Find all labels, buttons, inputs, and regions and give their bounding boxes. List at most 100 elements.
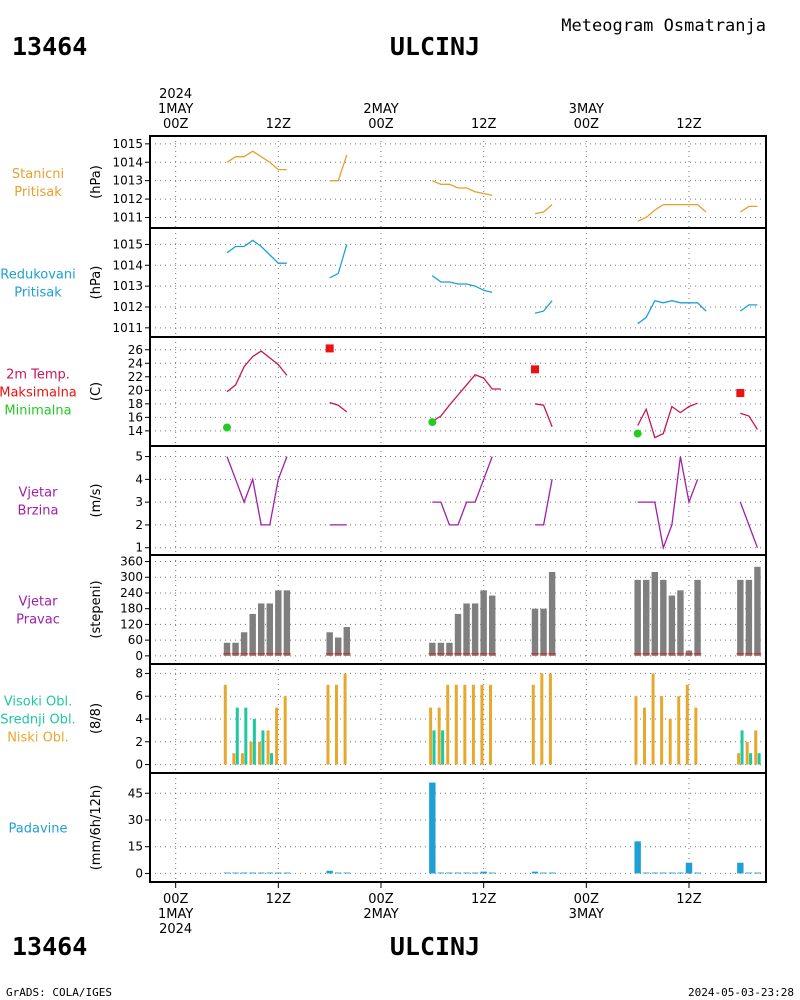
y-tick-label: 1015 <box>112 137 143 151</box>
y-tick-label: 2 <box>135 735 143 749</box>
clouds-bar <box>441 730 445 765</box>
station-pressure-line-segment <box>226 150 287 171</box>
clouds-bar <box>651 673 655 765</box>
panel-unit-label: (mm/6h/12h) <box>89 785 104 871</box>
station-pressure-line-segment <box>739 205 758 213</box>
clouds-bar <box>269 753 273 765</box>
top-time-label: 1MAY <box>158 102 193 117</box>
station-pressure-line-segment <box>432 180 493 197</box>
y-tick-label: 240 <box>120 586 143 600</box>
panel-frame <box>149 445 767 556</box>
panel-frame <box>149 227 767 338</box>
min-temp-marker <box>633 429 642 438</box>
y-tick-label: 24 <box>128 356 143 370</box>
clouds-bar <box>454 684 458 765</box>
y-tick-label: 120 <box>120 617 143 631</box>
clouds-bar <box>266 730 270 765</box>
wind-direction-bar <box>489 595 496 656</box>
y-tick-label: 6 <box>135 689 143 703</box>
y-tick-label: 1 <box>135 541 143 555</box>
y-tick-label: 1014 <box>112 258 143 272</box>
wind-direction-bar <box>540 608 547 656</box>
panel-series-label: Pritisak <box>14 286 62 301</box>
station-id-bottom: 13464 <box>12 932 87 961</box>
wind-direction-bar <box>249 613 256 656</box>
wind-direction-bar <box>429 642 436 656</box>
footer-timestamp: 2024-05-03-23:28 <box>688 986 794 999</box>
min-temp-marker <box>223 423 231 432</box>
wind-direction-bar <box>745 579 753 656</box>
clouds-bar <box>660 696 664 765</box>
max-temp-marker <box>325 344 334 353</box>
panel-clouds: 0 2 4 6 8 (8/8) Visoki Obl. Srednji Obl. Niski O… <box>0 663 767 774</box>
precipitation-bar <box>463 872 470 874</box>
temperature-line-segment <box>740 412 758 430</box>
wind-direction-bar <box>437 642 445 656</box>
clouds-bar <box>634 696 638 765</box>
temperature-line-segment <box>226 350 288 393</box>
y-tick-label: 1011 <box>112 210 143 224</box>
panel-unit-label: (8/8) <box>89 703 104 734</box>
chart-subtitle: Meteogram Osmatranja <box>561 16 766 36</box>
top-time-label: 12Z <box>266 117 292 132</box>
precipitation-bar <box>643 872 650 874</box>
clouds-bar <box>249 741 253 765</box>
bottom-time-label: 12Z <box>676 892 702 907</box>
clouds-bar <box>531 684 535 765</box>
precipitation-bar <box>489 872 496 874</box>
panel-series-label: Niski Obl. <box>7 731 69 746</box>
precipitation-bar <box>668 872 676 874</box>
clouds-bar <box>335 684 339 765</box>
panel-station-pressure: 1011 1012 1013 1014 1015 (hPa) Stanicni Pritisa… <box>12 135 767 229</box>
y-tick-label: 0 <box>135 649 143 663</box>
panel-unit-label: (stepeni) <box>89 580 104 638</box>
bottom-time-label: 00Z <box>368 892 394 907</box>
panel-wind-speed: 1 2 3 4 5 (m/s) Vjetar Brzina <box>18 445 767 556</box>
bottom-time-label: 3MAY <box>569 907 604 922</box>
clouds-bar <box>343 673 347 765</box>
wind-direction-bar <box>335 637 342 656</box>
clouds-bar <box>677 696 681 765</box>
wind-direction-bar <box>685 650 693 656</box>
y-tick-label: 4 <box>135 472 143 486</box>
y-tick-label: 2 <box>135 518 143 532</box>
wind-direction-bar <box>754 566 761 656</box>
clouds-bar <box>480 684 484 765</box>
clouds-bar <box>668 719 672 765</box>
bottom-time-label: 12Z <box>471 892 497 907</box>
precipitation-bar <box>754 872 761 874</box>
top-time-label: 00Z <box>368 117 394 132</box>
y-tick-label: 26 <box>128 343 143 357</box>
wind-direction-bar <box>232 642 239 656</box>
wind-direction-bar <box>463 603 470 656</box>
precipitation-bar <box>634 841 641 874</box>
reduced-pressure-line-segment <box>739 304 758 312</box>
y-tick-label: 30 <box>128 813 143 827</box>
precipitation-bar <box>283 872 291 874</box>
clouds-bar <box>471 684 475 765</box>
top-time-label: 12Z <box>471 117 497 132</box>
panel-frame <box>149 772 767 883</box>
clouds-bar <box>244 707 248 765</box>
wind-speed-line-segment <box>535 479 553 526</box>
station-pressure-line-segment <box>637 203 707 222</box>
y-tick-label: 1012 <box>112 192 143 206</box>
clouds-bar <box>548 673 552 765</box>
y-tick-label: 14 <box>128 424 143 438</box>
clouds-bar <box>643 707 647 765</box>
panel-precipitation: 0 15 30 45 (mm/6h/12h) Padavine <box>9 772 767 883</box>
temperature-line-segment <box>637 402 698 439</box>
precipitation-bar <box>446 872 453 874</box>
wind-direction-bar <box>634 579 641 656</box>
precipitation-bar <box>737 862 744 874</box>
panel-series-label: Redukovani <box>0 268 75 283</box>
y-tick-label: 5 <box>135 450 143 464</box>
wind-direction-bar <box>446 642 453 656</box>
footer-source: GrADS: COLA/IGES <box>6 986 112 999</box>
wind-speed-line-segment <box>637 456 699 551</box>
panel-series-label: Pritisak <box>14 185 62 200</box>
precipitation-bar <box>335 872 342 874</box>
clouds-bar <box>223 684 227 765</box>
panel-series-label: Padavine <box>9 822 68 837</box>
bottom-time-label: 2MAY <box>363 907 398 922</box>
